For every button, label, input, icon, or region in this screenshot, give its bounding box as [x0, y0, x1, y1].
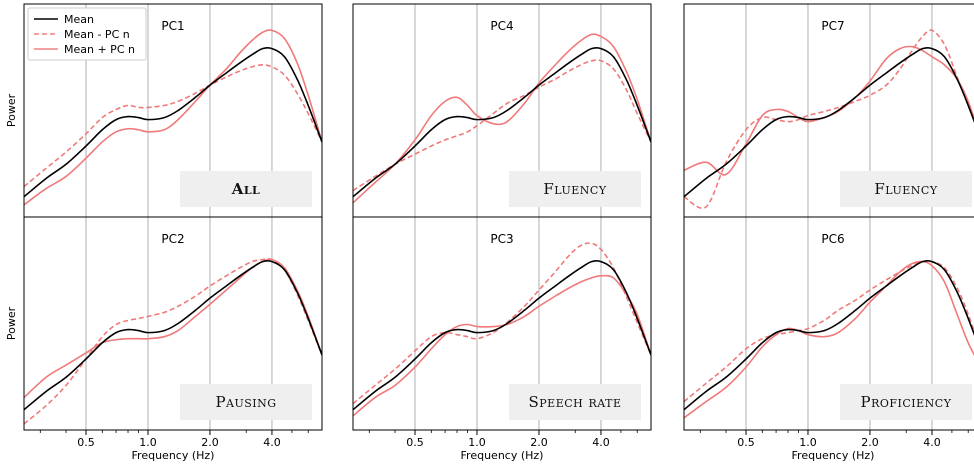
- x-tick-label: 0.5: [406, 436, 424, 449]
- x-tick-label: 0.5: [737, 436, 755, 449]
- category-label: Fluency: [874, 180, 937, 198]
- series-mean: [684, 259, 974, 411]
- category-box: [180, 384, 312, 420]
- x-axis-label: Frequency (Hz): [461, 449, 544, 462]
- category-box: [840, 171, 972, 207]
- y-axis-label: Power: [5, 306, 18, 340]
- x-tick-label: 0.5: [77, 436, 95, 449]
- panel-frame: [683, 216, 974, 431]
- panel-pc1: All PC1 Power Mean Mean - PC n Mean + PC n: [5, 3, 323, 218]
- series-mean-minus-pc: [353, 242, 651, 405]
- series-mean: [24, 46, 322, 198]
- legend-label: Mean + PC n: [64, 43, 135, 56]
- panel-title: PC1: [161, 19, 184, 33]
- category-label: Pausing: [215, 393, 276, 411]
- panel-title: PC6: [821, 232, 844, 246]
- series-group: [24, 29, 322, 206]
- x-tick-label: 4.0: [592, 436, 610, 449]
- panel-pc6: Proficiency PC6 0.5 1.0 2.0 4.0 Frequency (Hz): [683, 216, 974, 462]
- series-mean-minus-pc: [353, 59, 651, 192]
- series-mean-plus-pc: [353, 33, 651, 204]
- category-box: [180, 171, 312, 207]
- legend: Mean Mean - PC n Mean + PC n: [27, 7, 147, 61]
- category-label: All: [231, 180, 261, 198]
- x-tick-label: 2.0: [201, 436, 219, 449]
- series-mean-plus-pc: [24, 258, 322, 399]
- series-mean-minus-pc: [24, 64, 322, 188]
- x-axis-label: Frequency (Hz): [132, 449, 215, 462]
- x-tick-label: 1.0: [468, 436, 486, 449]
- x-tick-label: 2.0: [530, 436, 548, 449]
- category-label: Proficiency: [861, 393, 952, 411]
- panel-frame: [23, 216, 323, 431]
- x-tick-label: 2.0: [861, 436, 879, 449]
- x-tick-label: 4.0: [923, 436, 941, 449]
- series-mean-minus-pc: [24, 257, 322, 425]
- legend-box: [27, 7, 147, 61]
- panel-pc2: Pausing PC2 0.5 1.0 2.0 4.0 Frequency (Hz) Powe…: [5, 216, 323, 462]
- panel-title: PC3: [490, 232, 513, 246]
- x-tick-label: 1.0: [139, 436, 157, 449]
- panel-title: PC7: [821, 19, 844, 33]
- series-mean: [684, 46, 974, 198]
- series-mean: [24, 259, 322, 411]
- series-group: [684, 259, 974, 419]
- legend-label: Mean - PC n: [64, 28, 130, 41]
- series-mean-plus-pc: [353, 274, 651, 417]
- series-group: [684, 29, 974, 209]
- series-mean: [353, 46, 651, 198]
- x-tick-label: 4.0: [263, 436, 281, 449]
- series-group: [353, 242, 651, 417]
- x-tick-label: 1.0: [799, 436, 817, 449]
- category-label: Fluency: [543, 180, 606, 198]
- series-mean-minus-pc: [684, 260, 974, 403]
- panel-title: PC2: [161, 232, 184, 246]
- series-mean-plus-pc: [24, 29, 322, 206]
- category-box: [509, 384, 641, 420]
- legend-label: Mean: [64, 13, 94, 26]
- panel-title: PC4: [490, 19, 513, 33]
- category-label: Speech rate: [528, 393, 621, 411]
- series-group: [353, 33, 651, 204]
- series-mean-minus-pc: [684, 29, 974, 209]
- panel-pc3: Speech rate PC3 0.5 1.0 2.0 4.0 Frequency (Hz): [352, 216, 652, 462]
- series-mean-plus-pc: [684, 260, 974, 419]
- panel-pc7: Fluency PC7: [683, 3, 974, 218]
- panel-frame: [352, 216, 652, 431]
- y-axis-label: Power: [5, 93, 18, 127]
- x-axis-label: Frequency (Hz): [792, 449, 875, 462]
- panel-pc4: Fluency PC4: [352, 3, 652, 218]
- category-box: [509, 171, 641, 207]
- series-group: [24, 257, 322, 425]
- series-mean: [353, 259, 651, 411]
- category-box: [840, 384, 972, 420]
